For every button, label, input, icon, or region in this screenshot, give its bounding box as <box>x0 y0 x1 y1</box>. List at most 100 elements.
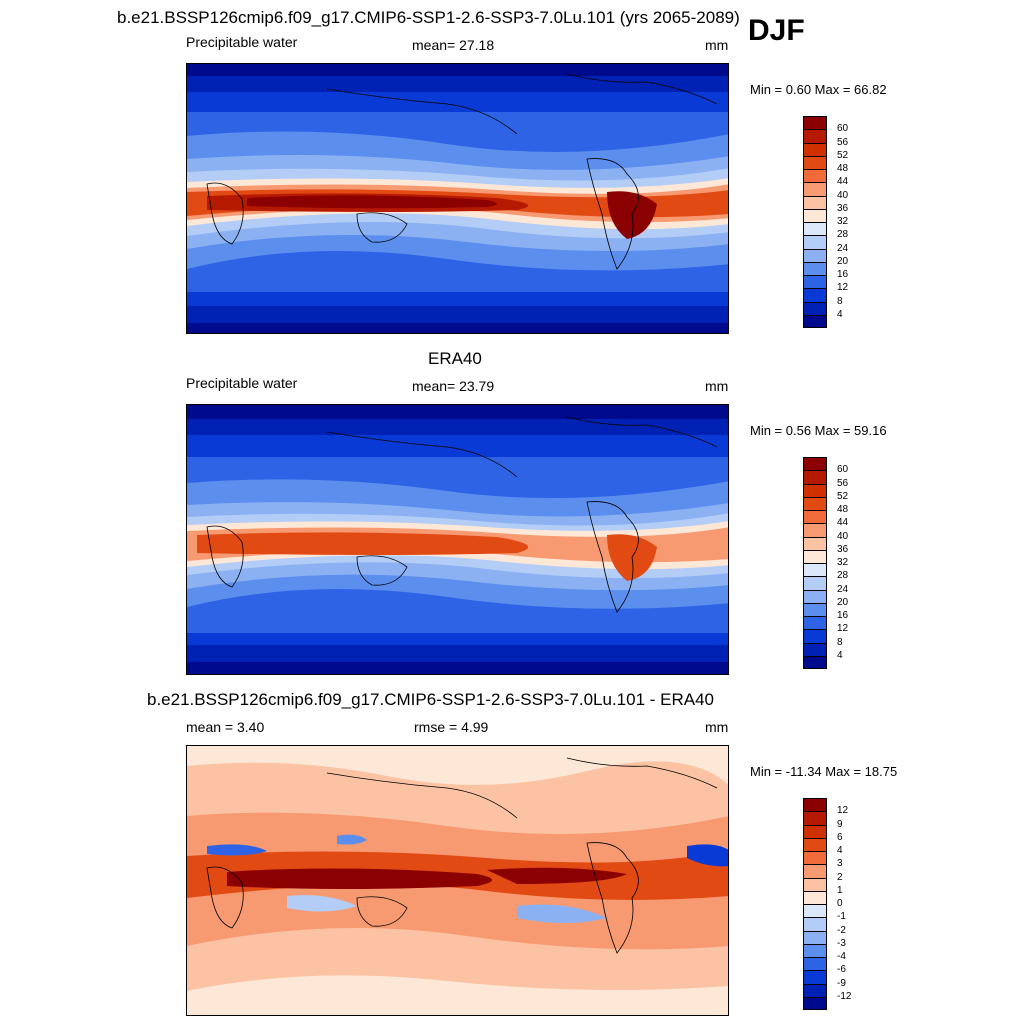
panel3-units-label: mm <box>705 719 729 735</box>
colorbar-bin <box>803 602 827 616</box>
panel2-units-label: mm <box>705 378 729 394</box>
colorbar-bin <box>803 642 827 656</box>
colorbar-bin <box>803 589 827 603</box>
colorbar-bin <box>803 169 827 183</box>
colorbar-tick-label: 6 <box>837 831 843 843</box>
colorbar-tick-label: 36 <box>837 543 849 555</box>
colorbar-bin <box>803 930 827 944</box>
colorbar-bin <box>803 616 827 630</box>
panel3-rmse-label: rmse = 4.99 <box>414 719 489 735</box>
panel3-title: b.e21.BSSP126cmip6.f09_g17.CMIP6-SSP1-2.… <box>147 690 715 709</box>
colorbar-frame <box>803 457 827 669</box>
colorbar-tick-label: 16 <box>837 269 849 280</box>
colorbar-bin <box>803 314 827 328</box>
colorbar-tick-label: 12 <box>837 282 849 294</box>
colorbar-bin <box>803 483 827 497</box>
colorbar-bin <box>803 917 827 931</box>
colorbar-tick-label: 44 <box>837 517 849 529</box>
colorbar-tick-label: -4 <box>837 951 846 962</box>
colorbar-bin <box>803 864 827 878</box>
season-label: DJF <box>748 14 805 47</box>
colorbar-bin <box>803 222 827 236</box>
colorbar-tick-label: 48 <box>837 163 849 174</box>
colorbar-bin <box>803 983 827 997</box>
colorbar-tick-label: -9 <box>837 977 846 989</box>
panel1-title: b.e21.BSSP126cmip6.f09_g17.CMIP6-SSP1-2.… <box>117 8 740 27</box>
colorbar-tick-label: 60 <box>837 123 849 135</box>
colorbar-bin <box>803 851 827 865</box>
colorbar-tick-label: 56 <box>837 477 849 489</box>
panel2-title: ERA40 <box>428 349 482 368</box>
colorbar-bin <box>803 996 827 1010</box>
colorbar-tick-label: 24 <box>837 242 849 254</box>
colorbar-tick-label: 4 <box>837 845 843 856</box>
colorbar-tick-label: 32 <box>837 216 849 227</box>
panel3-map <box>186 745 729 1016</box>
colorbar-bin <box>803 943 827 957</box>
colorbar-bin <box>803 904 827 918</box>
panel2-mean-label: mean= 23.79 <box>412 378 495 394</box>
colorbar-bin <box>803 248 827 262</box>
colorbar-tick-label: -2 <box>837 924 846 936</box>
panel1-variable-label: Precipitable water <box>186 34 298 50</box>
colorbar-tick-label: 48 <box>837 504 849 515</box>
panel3-colorbar: 12 9 6 4 3 2 1 0 -1 -2 -3 -4 -6 -9 -12 <box>803 798 851 1010</box>
colorbar-tick-label: -6 <box>837 964 846 976</box>
colorbar-tick-label: 8 <box>837 295 843 307</box>
panel1-map <box>186 63 729 334</box>
colorbar-bin <box>803 235 827 249</box>
colorbar-tick-label: 0 <box>837 898 843 909</box>
colorbar-tick-label: 40 <box>837 189 849 201</box>
colorbar-tick-label: 52 <box>837 149 849 161</box>
colorbar-bin <box>803 129 827 143</box>
colorbar-bin <box>803 155 827 169</box>
colorbar-tick-label: -1 <box>837 911 846 923</box>
colorbar-bin <box>803 957 827 971</box>
colorbar-frame <box>803 798 827 1010</box>
colorbar-bin <box>803 970 827 984</box>
colorbar-bin <box>803 301 827 315</box>
colorbar-frame <box>803 116 827 328</box>
colorbar-tick-label: 40 <box>837 530 849 542</box>
colorbar-bin <box>803 536 827 550</box>
colorbar-bin <box>803 275 827 289</box>
colorbar-tick-label: 32 <box>837 557 849 568</box>
colorbar-tick-label: 24 <box>837 583 849 595</box>
colorbar-tick-label: 28 <box>837 229 849 241</box>
colorbar-bin <box>803 288 827 302</box>
colorbar-tick-label: 8 <box>837 636 843 648</box>
colorbar-tick-label: -3 <box>837 937 846 949</box>
colorbar-tick-label: 16 <box>837 610 849 621</box>
colorbar-bin <box>803 877 827 891</box>
colorbar-tick-label: 3 <box>837 858 843 870</box>
colorbar-tick-label: 12 <box>837 805 849 817</box>
colorbar-bin <box>803 195 827 209</box>
colorbar-bin <box>803 470 827 484</box>
colorbar-bin <box>803 510 827 524</box>
panel1-minmax: Min = 0.60 Max = 66.82 <box>750 82 887 97</box>
panel2-map <box>186 404 729 675</box>
panel3-mean-label: mean = 3.40 <box>186 719 265 735</box>
colorbar-tick-label: 12 <box>837 623 849 635</box>
colorbar-tick-label: 2 <box>837 871 843 883</box>
colorbar-bin <box>803 142 827 156</box>
colorbar-bin <box>803 655 827 669</box>
colorbar-tick-label: 1 <box>837 884 843 896</box>
colorbar-tick-label: 44 <box>837 176 849 188</box>
colorbar-tick-label: 20 <box>837 596 849 608</box>
colorbar-bin <box>803 496 827 510</box>
colorbar-bin <box>803 523 827 537</box>
colorbar-bin <box>803 182 827 196</box>
colorbar-tick-label: 9 <box>837 818 843 830</box>
colorbar-bin <box>803 629 827 643</box>
panel1-mean-label: mean= 27.18 <box>412 37 495 53</box>
colorbar-bin <box>803 457 827 471</box>
colorbar-tick-label: 56 <box>837 136 849 148</box>
colorbar-bin <box>803 837 827 851</box>
colorbar-bin <box>803 116 827 130</box>
colorbar-tick-label: 4 <box>837 308 843 320</box>
colorbar-tick-label: 20 <box>837 255 849 267</box>
panel2-variable-label: Precipitable water <box>186 375 298 391</box>
colorbar-bin <box>803 811 827 825</box>
colorbar-tick-label: 4 <box>837 649 843 661</box>
